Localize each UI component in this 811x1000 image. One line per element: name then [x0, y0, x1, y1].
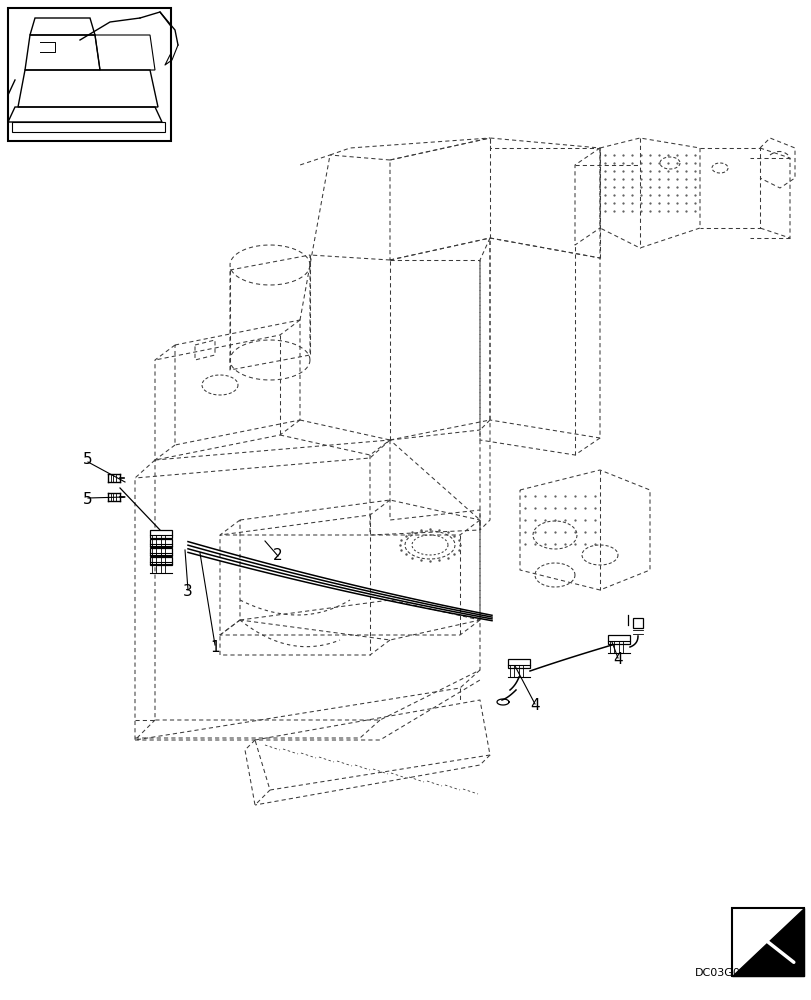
Bar: [150, 557, 172, 565]
Bar: [150, 530, 172, 538]
Text: 5: 5: [83, 452, 92, 468]
Bar: [8, 8, 171, 141]
Bar: [731, 908, 803, 976]
Bar: [633, 618, 642, 628]
Text: 2: 2: [272, 548, 282, 564]
Text: DC03G015: DC03G015: [694, 968, 754, 978]
Text: 1: 1: [210, 640, 220, 656]
Polygon shape: [731, 908, 803, 976]
Text: 3: 3: [183, 584, 193, 599]
Text: 4: 4: [530, 698, 539, 713]
Bar: [150, 548, 172, 556]
Text: 4: 4: [612, 652, 622, 668]
Text: 5: 5: [83, 492, 92, 508]
Bar: [607, 635, 629, 644]
Bar: [150, 539, 172, 547]
Bar: [508, 659, 530, 668]
